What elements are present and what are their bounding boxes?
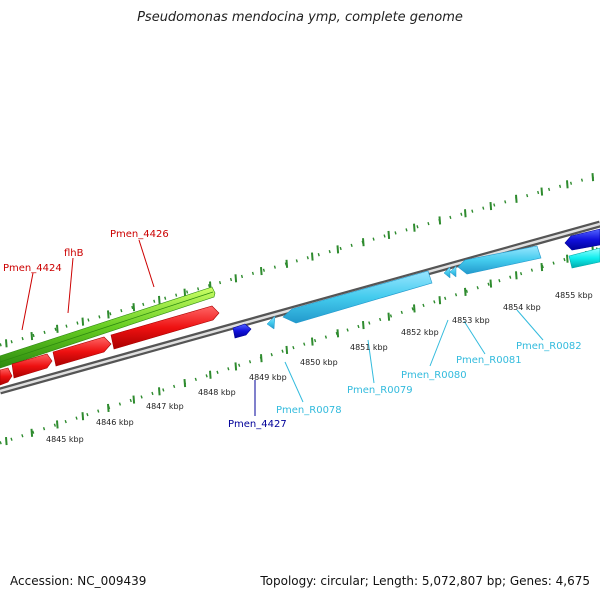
major-tick	[489, 279, 493, 288]
scale-label-group: 4845 kbp 4846 kbp 4847 kbp 4848 kbp 4849…	[46, 291, 593, 444]
gene-pmen-r0080	[443, 266, 451, 279]
gene-label: Pmen_R0081	[456, 355, 522, 366]
gene-green-band	[0, 286, 216, 369]
gene-green-divider	[0, 291, 214, 363]
major-tick	[413, 223, 416, 232]
major-tick	[30, 332, 34, 341]
major-tick	[540, 262, 544, 272]
scale-label: 4849 kbp	[249, 373, 287, 382]
topology-text: Topology: circular; Length: 5,072,807 bp…	[260, 574, 590, 588]
major-tick	[515, 194, 518, 203]
scale-label: 4845 kbp	[46, 435, 84, 444]
major-tick	[183, 288, 187, 297]
gene-cyan-right	[568, 247, 600, 269]
major-tick	[132, 395, 136, 404]
scale-label: 4847 kbp	[146, 402, 184, 411]
major-tick	[540, 187, 544, 196]
scale-label: 4850 kbp	[300, 358, 338, 367]
gene-pmen-r0079	[282, 270, 433, 324]
gene-label: flhB	[64, 248, 84, 259]
gene-label: Pmen_4426	[110, 229, 169, 240]
gene-red-pmen-4426	[110, 305, 220, 350]
scale-label: 4852 kbp	[401, 328, 439, 337]
scale-label: 4853 kbp	[452, 316, 490, 325]
major-tick	[311, 252, 314, 261]
scale-label: 4846 kbp	[96, 418, 134, 427]
leader-lines	[21, 239, 544, 416]
scale-label: 4848 kbp	[198, 388, 236, 397]
inner-tick-ring	[0, 246, 600, 445]
major-tick	[438, 216, 442, 225]
major-tick	[183, 378, 187, 388]
gene-red-pmen-4424	[11, 353, 53, 379]
major-tick	[5, 339, 8, 348]
gene-pmen-r0080b	[449, 265, 457, 278]
major-tick	[387, 312, 391, 321]
major-tick	[438, 296, 442, 305]
major-ticks	[5, 173, 595, 446]
major-tick	[158, 295, 161, 305]
accession-text: Accession: NC_009439	[10, 574, 147, 588]
major-tick	[56, 324, 59, 333]
major-tick	[362, 238, 365, 247]
major-tick	[158, 387, 161, 396]
major-tick	[107, 403, 110, 412]
gene-label: Pmen_R0082	[516, 341, 582, 352]
major-tick	[413, 304, 416, 313]
gene-darkblue-right	[564, 228, 600, 251]
major-tick	[81, 317, 85, 326]
gene-label-group: Pmen_4424 flhB Pmen_4426 Pmen_4427 Pmen_…	[3, 229, 582, 430]
major-tick	[285, 259, 289, 268]
major-tick	[387, 230, 391, 239]
major-tick	[336, 245, 340, 254]
major-tick	[209, 370, 212, 379]
major-tick	[234, 274, 238, 283]
major-tick	[5, 436, 8, 446]
major-tick	[464, 209, 467, 218]
major-tick	[260, 266, 263, 276]
major-tick	[591, 173, 595, 182]
major-tick	[81, 412, 85, 421]
gene-pmen-r0081	[457, 245, 542, 275]
gene-label: Pmen_4424	[3, 263, 62, 274]
gene-pmen-4427	[232, 323, 252, 339]
major-tick	[107, 310, 110, 319]
major-tick	[311, 337, 314, 346]
scale-label: 4854 kbp	[503, 303, 541, 312]
gene-label: Pmen_R0080	[401, 370, 467, 381]
gene-label: Pmen_4427	[228, 419, 287, 430]
map-title: Pseudomonas mendocina ymp, complete geno…	[137, 10, 463, 25]
gene-red-partial	[0, 367, 13, 386]
major-tick	[464, 287, 467, 296]
major-tick	[362, 320, 365, 330]
gene-red-flhb	[52, 336, 112, 367]
major-tick	[56, 420, 59, 429]
major-tick	[260, 354, 263, 363]
major-tick	[566, 180, 569, 189]
major-tick	[566, 254, 569, 263]
scale-label: 4851 kbp	[350, 343, 388, 352]
major-tick	[234, 362, 238, 371]
gene-label: Pmen_R0078	[276, 405, 342, 416]
outer-tick-ring	[0, 173, 600, 347]
gene-pmen-r0078	[266, 315, 276, 330]
gene-label: Pmen_R0079	[347, 385, 413, 396]
major-tick	[336, 329, 340, 338]
major-tick	[132, 303, 136, 312]
major-tick	[30, 428, 34, 437]
major-tick	[515, 271, 518, 280]
major-tick	[489, 201, 493, 211]
scale-label: 4855 kbp	[555, 291, 593, 300]
major-tick	[285, 345, 289, 354]
